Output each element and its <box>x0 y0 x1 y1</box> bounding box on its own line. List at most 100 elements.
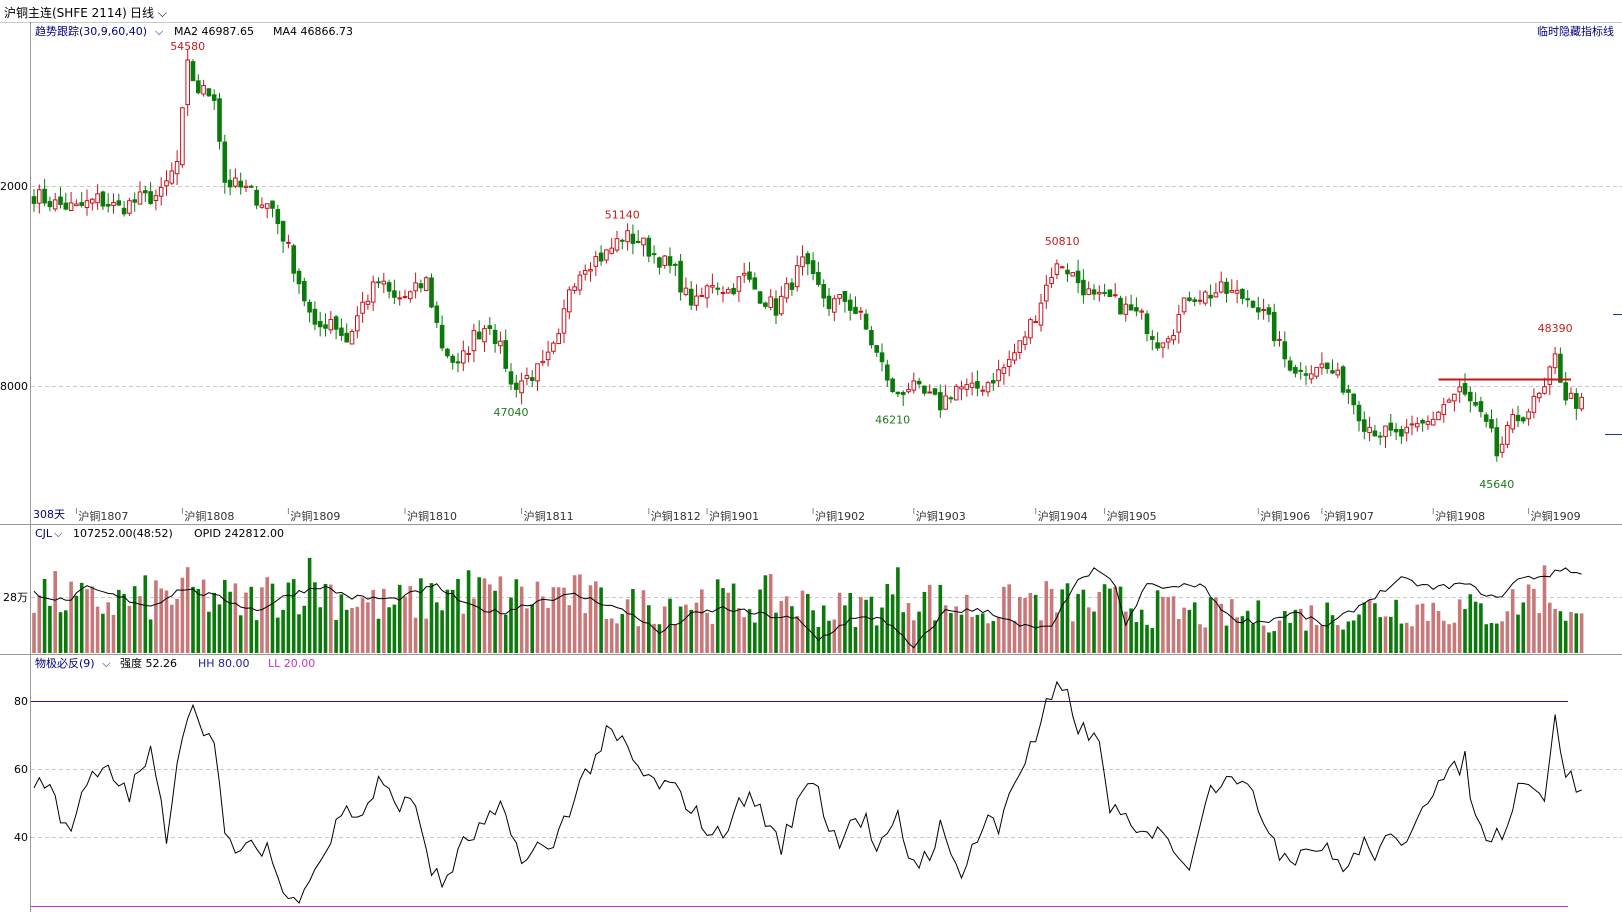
peak-price-label: 48390 <box>1538 322 1573 335</box>
candle-body <box>598 252 604 262</box>
volume-bar <box>578 574 582 653</box>
candle-body <box>333 316 339 330</box>
candle-body <box>1240 288 1245 299</box>
volume-bar <box>1526 584 1531 653</box>
volume-bar <box>1198 624 1202 653</box>
candle-body <box>158 186 164 197</box>
candle-body <box>196 80 201 94</box>
candle-body <box>614 238 620 251</box>
volume-bar <box>975 614 980 653</box>
candle-body <box>784 283 789 299</box>
candle-body <box>1271 311 1277 342</box>
volume-bar <box>1346 621 1351 653</box>
volume-bar <box>1383 616 1388 653</box>
candle-body <box>174 160 180 175</box>
volume-bar <box>1245 610 1250 653</box>
month-label: 沪铜1810 <box>407 509 457 523</box>
candle-body <box>201 85 206 95</box>
candle-body <box>211 94 217 101</box>
volume-bar <box>1442 620 1446 653</box>
volume-bar <box>69 581 73 653</box>
candle-body <box>148 191 153 205</box>
volume-bar <box>1357 614 1361 653</box>
volume-bar <box>1182 607 1186 653</box>
volume-bar <box>1510 589 1515 653</box>
volume-bar <box>472 598 476 653</box>
period-selector[interactable]: 日线 ⌵ <box>130 4 167 21</box>
period-label: 日线 <box>130 6 155 20</box>
candle-body <box>1203 291 1208 304</box>
hide-indicator-link[interactable]: 临时隐藏指标线 <box>1537 24 1614 38</box>
osc-chevron-icon: ⌵ <box>102 657 111 670</box>
candle-body <box>906 389 911 393</box>
candle-body <box>492 329 498 344</box>
candle-body <box>1388 422 1394 431</box>
candle-body <box>1298 369 1304 372</box>
volume-bar <box>286 582 291 653</box>
candle-body <box>630 233 636 244</box>
candle-body <box>1499 443 1505 453</box>
candle-body <box>1515 414 1521 422</box>
candle-body <box>1097 291 1102 295</box>
candle-body <box>885 364 890 381</box>
volume-bar <box>541 596 545 653</box>
volume-bar <box>1330 615 1335 653</box>
candle-body <box>938 392 943 411</box>
candle-body <box>816 271 821 285</box>
candle-body <box>116 200 122 206</box>
candle-body <box>63 202 69 210</box>
volume-bar <box>101 613 105 653</box>
candle-body <box>381 280 387 285</box>
candle-body <box>1176 314 1182 333</box>
osc-indicator-name[interactable]: 物极必反(9) <box>35 656 95 670</box>
volume-bar <box>1277 620 1282 653</box>
candle-body <box>715 287 721 290</box>
candle-body <box>1256 307 1261 313</box>
volume-bar <box>763 575 768 653</box>
volume-bar <box>132 586 137 653</box>
candle-body <box>1070 272 1076 277</box>
volume-bar <box>869 596 874 653</box>
candle-body <box>1483 414 1489 422</box>
candle-body <box>1075 270 1081 284</box>
volume-indicator-name[interactable]: CJL <box>35 527 53 540</box>
candle-body <box>1303 373 1309 376</box>
candle-body <box>1245 298 1251 301</box>
candle-body <box>832 298 837 313</box>
candle-body <box>355 315 360 332</box>
candle-body <box>609 247 615 254</box>
volume-bar <box>1187 609 1192 653</box>
volume-bar <box>1171 596 1176 653</box>
volume-bar <box>435 602 439 653</box>
candle-body <box>392 290 397 298</box>
volume-bar <box>594 581 598 653</box>
candle-body <box>1468 391 1473 402</box>
volume-bar <box>207 611 211 653</box>
volume-bar <box>1404 622 1409 653</box>
volume-bar <box>1145 624 1149 653</box>
candle-body <box>1112 294 1118 297</box>
main-indicator-name[interactable]: 趋势跟踪(30,9,60,40) <box>35 24 147 38</box>
candle-body <box>540 360 546 364</box>
month-label: 沪铜1812 <box>651 509 701 523</box>
candle-body <box>370 281 376 303</box>
candle-body <box>52 199 58 210</box>
candle-body <box>969 382 975 388</box>
candle-body <box>1489 419 1494 429</box>
month-label: 沪铜1808 <box>184 509 234 523</box>
volume-bar <box>1102 584 1107 653</box>
volume-bar <box>318 607 322 653</box>
candle-body <box>280 220 286 242</box>
candle-body <box>42 188 47 204</box>
volume-bar <box>1049 588 1054 653</box>
candle-body <box>450 355 455 363</box>
peak-labels-layer: 54580 51140 47040 46210 50810 48390 45640 <box>170 40 1572 491</box>
candle-body <box>1330 370 1335 374</box>
candle-body <box>805 253 811 265</box>
volume-bar <box>917 611 921 653</box>
volume-bar <box>424 618 428 653</box>
candle-body <box>1107 289 1113 298</box>
volume-bar <box>1071 621 1075 653</box>
y-tick-48000: 48000 <box>0 380 28 393</box>
